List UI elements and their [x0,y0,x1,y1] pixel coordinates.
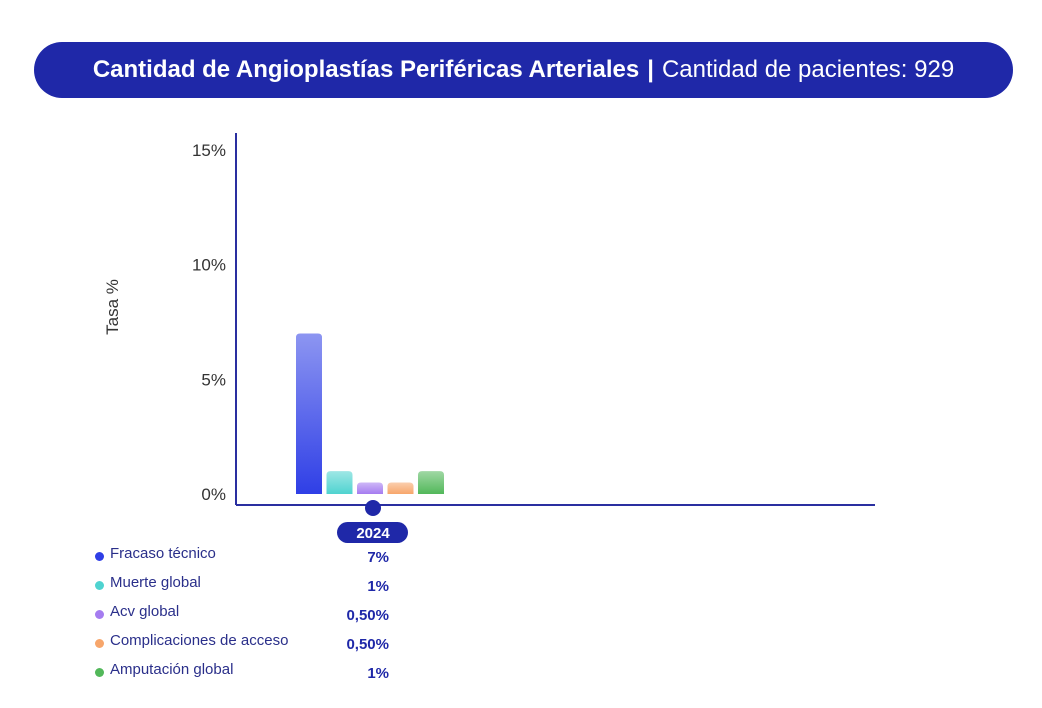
data-label: 0,50% [346,636,389,653]
legend-dot-icon [95,552,104,561]
category-marker [365,500,381,516]
y-tick-label: 10% [192,256,226,275]
data-label: 1% [367,665,389,682]
legend-dot-icon [95,610,104,619]
bar-amputacion-global [418,471,444,494]
chart-subtitle: Cantidad de pacientes: 929 [661,56,955,83]
bar-acv-global [357,482,383,494]
y-tick-label: 0% [201,485,226,504]
data-label: 7% [367,549,389,566]
legend-label: Amputación global [110,661,234,678]
legend-label: Fracaso técnico [110,545,216,562]
bar-complicaciones-de-acceso [387,482,414,494]
title-separator: | [647,56,654,83]
data-label: 1% [367,578,389,595]
category-pill [337,522,408,543]
legend-item: Acv global 0,50% [95,603,415,625]
x-tick-label: 2024 [356,525,390,542]
chart-title-banner: Cantidad de Angioplastías Periféricas Ar… [34,42,1013,98]
y-tick-label: 15% [192,141,226,160]
legend-item: Complicaciones de acceso 0,50% [95,632,415,654]
legend-label: Complicaciones de acceso [110,632,289,649]
bar-muerte-global [326,471,353,494]
legend-label: Acv global [110,603,180,620]
legend-item: Fracaso técnico 7% [95,545,415,567]
legend-dot-icon [95,668,104,677]
legend-item: Amputación global 1% [95,661,415,683]
legend-label: Muerte global [110,574,201,591]
legend-item: Muerte global 1% [95,574,415,596]
legend-dot-icon [95,639,104,648]
legend-dot-icon [95,581,104,590]
data-label: 0,50% [346,607,389,624]
y-axis-title: Tasa % [103,279,122,335]
chart-title: Cantidad de Angioplastías Periféricas Ar… [92,56,640,83]
y-tick-label: 5% [201,370,226,389]
bar-fracaso-tecnico [296,333,322,494]
